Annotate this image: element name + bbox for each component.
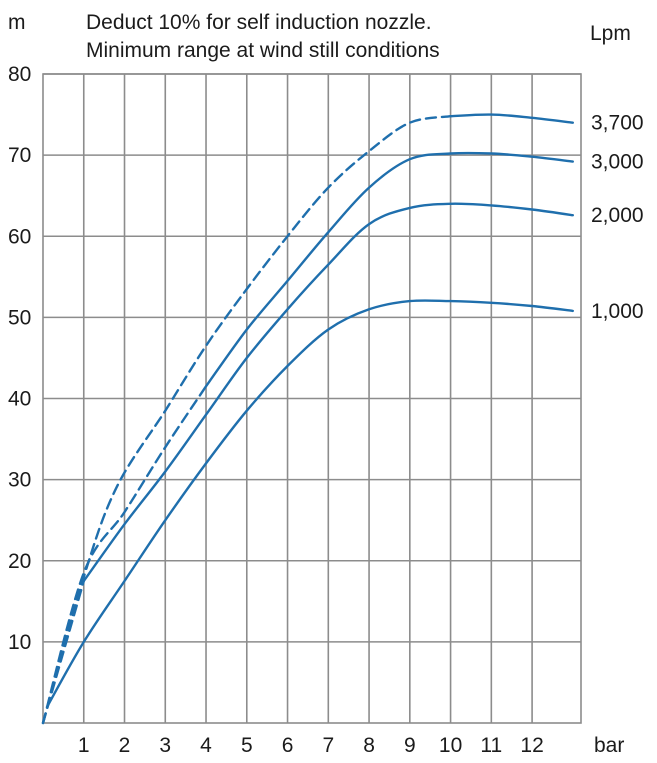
x-tick-label: 5	[241, 734, 253, 757]
series-line-3-dashed	[41, 115, 452, 725]
x-unit-label: bar	[594, 734, 624, 757]
y-tick-label: 60	[8, 225, 31, 248]
series-line-2-dashed	[41, 385, 208, 725]
series-line-2-solid	[204, 151, 574, 388]
series-line-3-solid	[449, 113, 574, 124]
y-tick-label: 80	[8, 63, 31, 86]
series-line-1-solid	[82, 202, 574, 583]
y-tick-label: 40	[8, 388, 31, 411]
x-axis-ticks: 1 2 3 4 5 6 7 8 9 10 11 12	[78, 734, 544, 757]
y-axis-ticks: 10 20 30 40 50 60 70 80	[8, 63, 31, 654]
y-unit-label: m	[8, 11, 26, 34]
y-tick-label: 10	[8, 631, 31, 654]
y-tick-label: 70	[8, 144, 31, 167]
series-label-2: 3,000	[591, 151, 644, 174]
x-tick-label: 6	[282, 734, 294, 757]
x-tick-label: 2	[119, 734, 131, 757]
plot-frame	[42, 73, 582, 724]
series-label-1: 2,000	[591, 204, 644, 227]
series-line-0-solid	[45, 299, 574, 708]
x-tick-label: 7	[322, 734, 334, 757]
y-tick-label: 30	[8, 469, 31, 492]
series-label-3: 3,700	[591, 112, 644, 135]
x-tick-label: 9	[404, 734, 416, 757]
series-labels: 1,000 2,000 3,000 3,700	[591, 112, 644, 323]
series-label-0: 1,000	[591, 300, 644, 323]
series-unit-label: Lpm	[590, 22, 631, 45]
grid	[43, 73, 581, 723]
y-tick-label: 20	[8, 550, 31, 573]
x-tick-label: 11	[480, 734, 502, 757]
x-tick-label: 10	[439, 734, 462, 757]
x-tick-label: 12	[520, 734, 543, 757]
x-tick-label: 8	[363, 734, 375, 757]
x-tick-label: 1	[78, 734, 90, 757]
x-tick-label: 4	[200, 734, 212, 757]
x-tick-label: 3	[159, 734, 171, 757]
series-lines	[41, 113, 574, 725]
chart-note-line-1: Deduct 10% for self induction nozzle.	[86, 11, 432, 34]
chart-note-line-2: Minimum range at wind still conditions	[86, 39, 440, 62]
y-tick-label: 50	[8, 306, 31, 329]
